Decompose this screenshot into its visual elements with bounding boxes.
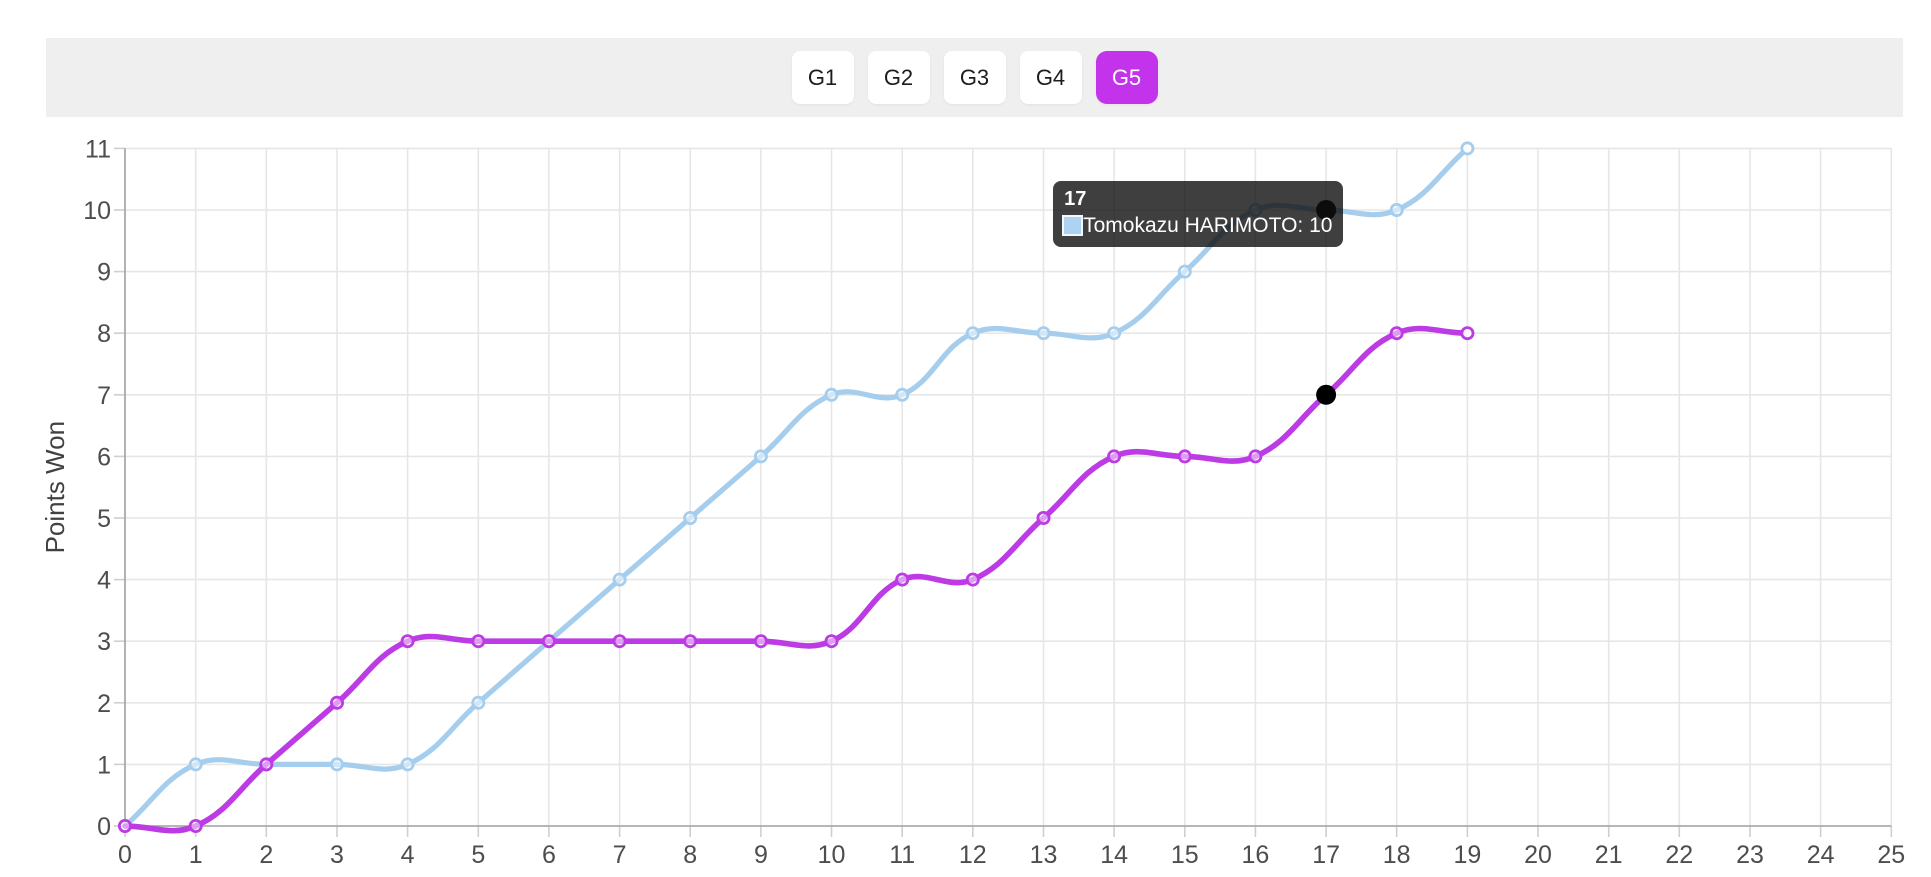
x-tick-labels: 0 1 2 3 4 5 6 7 8 9 10 11 12 13 14 15 16 17 18 19 20 21 22 23 24… — [118, 841, 1905, 869]
data-point[interactable] — [1177, 449, 1192, 464]
x-tick-label: 11 — [889, 841, 915, 869]
data-point[interactable] — [1036, 326, 1051, 341]
data-point[interactable] — [329, 695, 344, 710]
tab-g4[interactable]: G4 — [1019, 51, 1082, 104]
data-point[interactable] — [895, 572, 910, 587]
y-axis-title: Points Won — [40, 421, 70, 553]
y-tick-label: 3 — [97, 628, 111, 656]
tab-g2[interactable]: G2 — [867, 51, 930, 104]
y-grid — [114, 147, 1892, 827]
x-tick-label: 21 — [1595, 841, 1623, 869]
x-tick-label: 9 — [754, 841, 768, 869]
y-tick-labels: 0 1 2 3 4 5 6 7 8 9 10 11 — [83, 135, 111, 841]
x-tick-label: 20 — [1524, 841, 1552, 869]
hover-dot — [1316, 384, 1337, 405]
data-point[interactable] — [400, 757, 415, 772]
x-tick-label: 23 — [1736, 841, 1764, 869]
data-point[interactable] — [259, 757, 274, 772]
data-point[interactable] — [824, 387, 839, 402]
x-tick-label: 19 — [1453, 841, 1481, 869]
data-point[interactable] — [1107, 326, 1122, 341]
data-point[interactable] — [612, 572, 627, 587]
x-tick-label: 8 — [683, 841, 697, 869]
data-point[interactable] — [329, 757, 344, 772]
data-point[interactable] — [118, 819, 133, 834]
tooltip-row: Tomokazu HARIMOTO: 10 — [1062, 213, 1332, 238]
data-point[interactable] — [753, 634, 768, 649]
x-tick-label: 5 — [471, 841, 485, 869]
x-tick-label: 0 — [118, 841, 132, 869]
y-tick-label: 9 — [97, 259, 111, 287]
data-point[interactable] — [683, 634, 698, 649]
data-point[interactable] — [1036, 511, 1051, 526]
data-point[interactable] — [965, 326, 980, 341]
x-tick-label: 24 — [1807, 841, 1835, 869]
y-tick-label: 1 — [97, 751, 111, 779]
tab-g3[interactable]: G3 — [943, 51, 1006, 104]
data-point[interactable] — [400, 634, 415, 649]
data-point[interactable] — [541, 634, 556, 649]
data-point[interactable] — [471, 695, 486, 710]
x-tick-label: 4 — [401, 841, 415, 869]
game-tab-bar: G1 G2 G3 G4 G5 — [46, 38, 1903, 117]
x-tick-label: 17 — [1312, 841, 1340, 869]
data-point[interactable] — [753, 449, 768, 464]
x-tick-label: 12 — [959, 841, 987, 869]
y-tick-label: 4 — [97, 567, 111, 595]
data-point[interactable] — [471, 634, 486, 649]
tab-g1[interactable]: G1 — [791, 51, 854, 104]
data-point[interactable] — [1177, 264, 1192, 279]
x-tick-label: 22 — [1665, 841, 1693, 869]
data-point[interactable] — [1389, 326, 1404, 341]
y-tick-label: 2 — [97, 690, 111, 718]
y-tick-label: 11 — [85, 135, 111, 163]
y-tick-label: 8 — [97, 320, 111, 348]
tooltip-title: 17 — [1064, 188, 1087, 210]
data-point[interactable] — [1460, 326, 1475, 341]
x-tick-label: 10 — [818, 841, 846, 869]
x-tick-label: 25 — [1877, 841, 1905, 869]
tooltip-series-label: Tomokazu HARIMOTO: 10 — [1083, 214, 1333, 237]
data-point[interactable] — [1248, 449, 1263, 464]
x-tick-label: 2 — [259, 841, 273, 869]
x-tick-label: 13 — [1030, 841, 1058, 869]
x-tick-label: 1 — [189, 841, 203, 869]
data-point[interactable] — [188, 819, 203, 834]
data-point[interactable] — [612, 634, 627, 649]
x-tick-label: 7 — [613, 841, 627, 869]
x-tick-label: 15 — [1171, 841, 1199, 869]
data-point[interactable] — [965, 572, 980, 587]
x-tick-label: 14 — [1100, 841, 1128, 869]
y-tick-label: 7 — [97, 382, 111, 410]
x-tick-label: 18 — [1383, 841, 1411, 869]
x-tick-label: 16 — [1241, 841, 1269, 869]
y-tick-label: 5 — [97, 505, 111, 533]
x-grid — [124, 148, 1893, 837]
chart-tooltip: 17 Tomokazu HARIMOTO: 10 — [1053, 181, 1344, 247]
x-tick-label: 3 — [330, 841, 344, 869]
data-point[interactable] — [895, 387, 910, 402]
series-line-0 — [122, 145, 1470, 829]
tab-g5[interactable]: G5 — [1095, 51, 1158, 104]
data-point[interactable] — [188, 757, 203, 772]
data-point[interactable] — [1460, 141, 1475, 156]
x-tick-label: 6 — [542, 841, 556, 869]
y-tick-label: 10 — [83, 197, 111, 225]
data-point[interactable] — [1107, 449, 1122, 464]
y-tick-label: 6 — [97, 443, 111, 471]
data-point[interactable] — [683, 511, 698, 526]
y-tick-label: 0 — [97, 813, 111, 841]
tooltip-series-swatch-icon — [1062, 215, 1084, 236]
data-point[interactable] — [824, 634, 839, 649]
data-point[interactable] — [1389, 202, 1404, 217]
